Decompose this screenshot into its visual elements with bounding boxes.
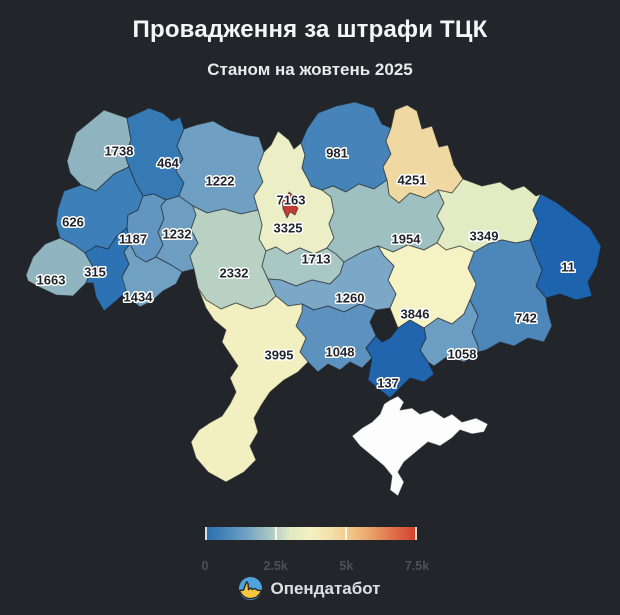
legend-tick-label: 5k (339, 559, 354, 573)
color-gradient-bar (205, 527, 417, 540)
region-value-label-volyn: 1738 (105, 144, 134, 159)
legend-tick (275, 527, 277, 540)
region-value-label-kirovohrad: 1260 (336, 291, 365, 306)
page-subtitle: Станом на жовтень 2025 (207, 60, 413, 79)
region-value-label-kyiv-city: 7163 (277, 193, 306, 208)
region-value-label-zaporizhzhia: 1058 (448, 347, 477, 362)
legend-tick (205, 527, 207, 540)
region-value-label-chernivtsi: 1434 (124, 290, 154, 305)
region-crimea (351, 395, 489, 497)
region-value-label-rivne: 464 (157, 156, 179, 171)
region-value-label-luhansk: 11 (561, 260, 575, 275)
legend-tick-label: 2.5k (263, 559, 288, 573)
logo-pulse-bottom-half (239, 581, 263, 600)
region-value-label-mykolaiv: 1048 (326, 345, 355, 360)
region-value-label-poltava: 1954 (392, 232, 422, 247)
region-luhansk (529, 193, 602, 301)
color-scale-legend: 0 2.5k 5k 7.5k (202, 527, 429, 573)
page-title: Провадження за штрафи ТЦК (132, 16, 488, 43)
legend-tick-label: 0 (201, 559, 209, 573)
region-value-label-zakarpattia: 1663 (37, 273, 66, 288)
region-value-label-odesa: 3995 (265, 348, 294, 363)
region-value-label-vinnytsia: 2332 (220, 266, 249, 281)
region-value-label-donetsk: 742 (515, 311, 537, 326)
opendatabot-logo-icon (239, 577, 263, 600)
region-zhytomyr (175, 120, 265, 215)
region-value-label-zhytomyr: 1222 (206, 174, 235, 189)
region-sumy (382, 104, 464, 204)
region-value-label-ivano-frankivsk: 315 (84, 265, 106, 280)
region-value-label-cherkasy: 1713 (302, 252, 331, 267)
region-chernivtsi (121, 243, 183, 308)
brand-footer: Опендатабот (0, 577, 620, 600)
brand-name: Опендатабот (270, 578, 381, 598)
legend-tick (415, 527, 417, 540)
legend-tick-label: 7.5k (404, 559, 430, 573)
region-kherson (365, 319, 435, 399)
region-value-label-kyiv-oblast: 3325 (274, 221, 303, 236)
region-value-label-kharkiv: 3349 (470, 229, 499, 244)
region-value-label-ternopil: 1187 (119, 232, 147, 247)
region-odesa (190, 287, 309, 483)
region-value-label-kherson: 137 (377, 376, 399, 391)
legend-tick (345, 527, 347, 540)
region-value-label-sumy: 4251 (398, 173, 427, 188)
region-value-label-khmelnytskyi: 1232 (163, 227, 192, 242)
region-value-label-lviv: 626 (62, 215, 84, 230)
region-value-label-dnipropetrovsk: 3846 (401, 307, 430, 322)
region-value-label-chernihiv: 981 (326, 146, 348, 161)
region-kyiv-city (281, 191, 299, 219)
